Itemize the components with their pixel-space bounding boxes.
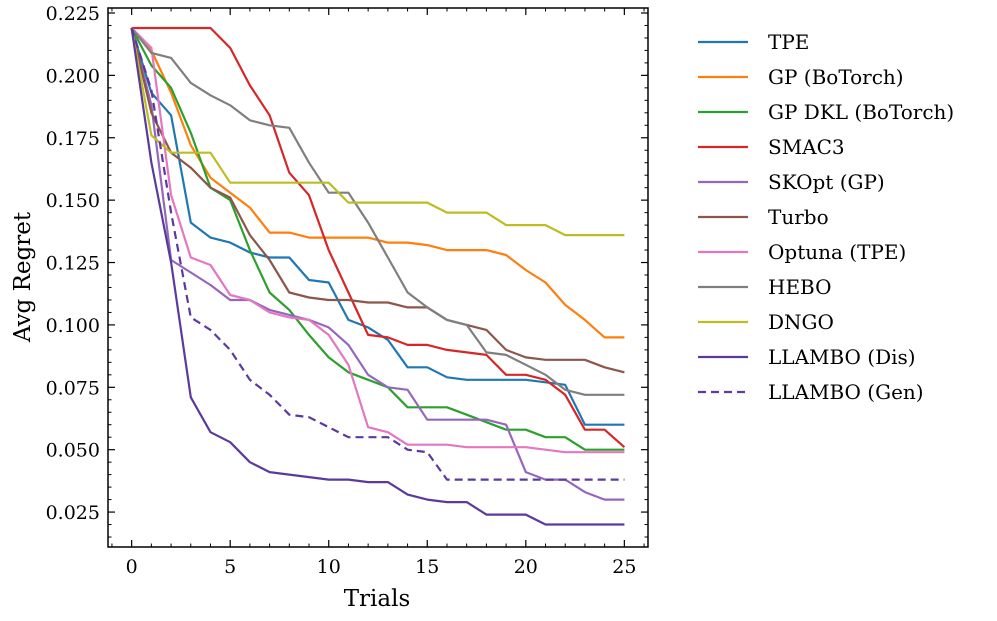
x-tick-label: 0 — [126, 556, 138, 578]
y-tick-label: 0.200 — [46, 65, 100, 87]
legend-label-optuna-tpe: Optuna (TPE) — [768, 240, 906, 264]
legend-label-llambo-dis: LLAMBO (Dis) — [768, 345, 916, 369]
x-tick-label: 10 — [317, 556, 341, 578]
y-tick-label: 0.025 — [46, 502, 100, 524]
series-line-turbo — [130, 27, 625, 374]
legend-label-hebo: HEBO — [768, 275, 832, 299]
legend-label-turbo: Turbo — [768, 205, 829, 229]
x-tick-label: 20 — [514, 556, 538, 578]
series-line-smac3 — [131, 26, 626, 449]
y-tick-label: 0.150 — [46, 190, 100, 212]
legend: TPE GP (BoTorch) GP DKL (BoTorch) SMAC3 SKOp… — [698, 30, 954, 404]
y-tick-label: 0.050 — [46, 440, 100, 462]
series-line-dngo — [130, 27, 625, 237]
y-tick-label: 0.175 — [46, 128, 100, 150]
legend-label-tpe: TPE — [768, 30, 809, 54]
series-line-tpe — [130, 27, 625, 426]
series-line-hebo — [130, 27, 625, 396]
series-line-llambo-gen — [130, 27, 625, 481]
x-tick-label: 5 — [224, 556, 236, 578]
legend-label-skopt-gp: SKOpt (GP) — [768, 170, 885, 194]
y-tick-label: 0.075 — [46, 377, 100, 399]
axes-layer: 0 5 10 15 20 25 0.025 0.050 0.075 0.100 0.125 0.150… — [46, 3, 649, 578]
series-line-skopt-gp — [130, 27, 625, 501]
x-axis-title: Trials — [344, 586, 411, 612]
series-line-optuna-tpe — [130, 27, 625, 454]
y-tick-label: 0.225 — [46, 3, 100, 25]
legend-label-smac3: SMAC3 — [768, 135, 845, 159]
y-tick-label: 0.125 — [46, 253, 100, 275]
legend-label-gp-botorch: GP (BoTorch) — [768, 65, 904, 89]
plot-frame — [107, 7, 649, 548]
series-line-llambo-dis — [130, 27, 625, 526]
legend-label-gp-dkl-botorch: GP DKL (BoTorch) — [768, 100, 954, 124]
y-axis-title: Avg Regret — [10, 211, 36, 343]
legend-label-llambo-gen: LLAMBO (Gen) — [768, 380, 924, 404]
series-layer — [130, 26, 626, 526]
legend-label-dngo: DNGO — [768, 310, 834, 334]
x-tick-label: 25 — [612, 556, 636, 578]
y-tick-label: 0.100 — [46, 315, 100, 337]
x-tick-label: 15 — [415, 556, 439, 578]
